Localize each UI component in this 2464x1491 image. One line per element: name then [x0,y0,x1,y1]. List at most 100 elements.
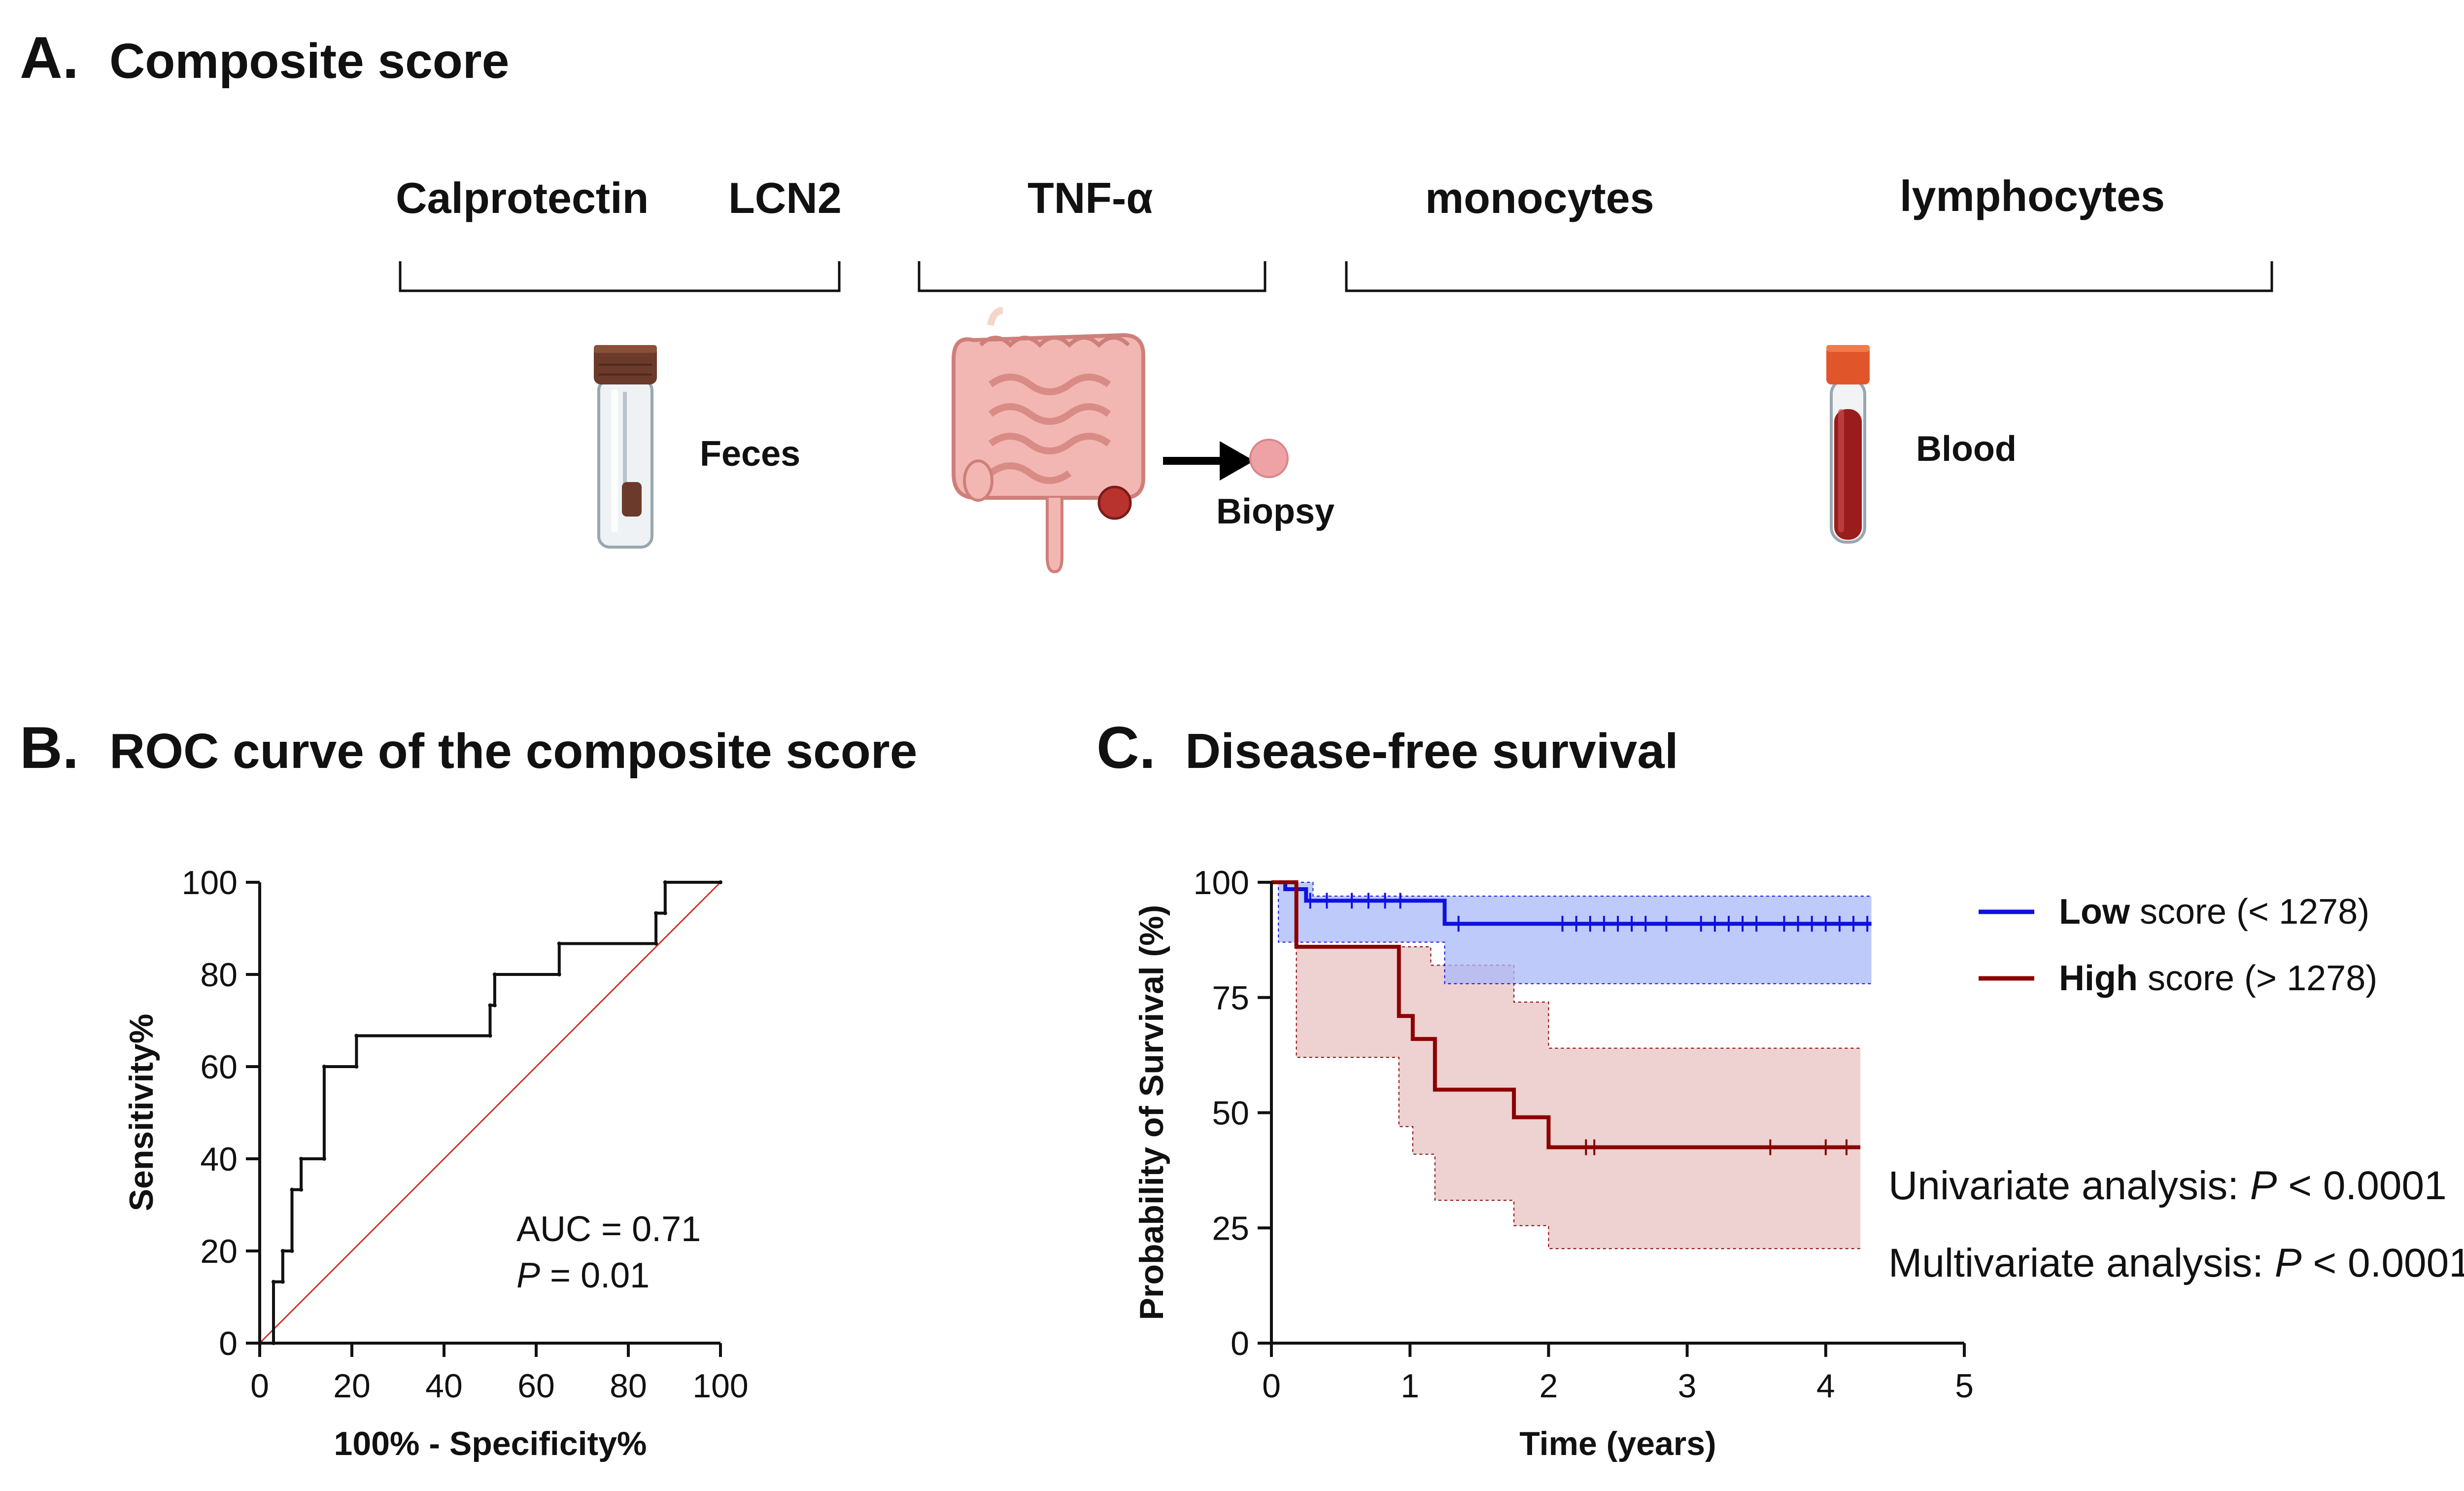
panel-a: A. Composite score Calprotectin LCN2 TNF… [20,25,2273,574]
panel-a-letter: A. [20,25,79,91]
multivariate-stat-value: < 0.0001 [2302,1241,2464,1285]
legend-low-bold: Low [2059,892,2130,932]
sample-feces-label: Feces [700,434,800,474]
roc-point [290,1249,294,1253]
marker-monocytes: monocytes [1425,173,1654,222]
roc-point [719,880,722,884]
stool-container-icon [594,345,657,549]
roc-point [272,1280,276,1284]
biopsy-tissue-icon [1249,439,1289,478]
km-x-tick-label: 3 [1678,1367,1697,1405]
km-y-axis-label: Probability of Survival (%) [1133,905,1170,1320]
roc-point [663,880,667,884]
km-y-tick-label: 75 [1212,979,1249,1017]
km-ci-band-high [1271,882,1861,1249]
roc-point [280,1249,285,1253]
panel-b: B. ROC curve of the composite score 0 20 4… [20,715,917,1462]
legend-high-rest: score (> 1278) [2138,959,2377,998]
panel-b-letter: B. [20,715,79,781]
sample-biopsy-label: Biopsy [1216,492,1335,531]
roc-x-tick-label: 80 [610,1367,647,1405]
roc-point [488,1034,492,1038]
roc-p-value: = 0.01 [540,1256,650,1295]
km-x-axis-label: Time (years) [1519,1425,1716,1462]
univariate-stat-p: P [2250,1163,2277,1208]
intestine-icon [952,307,1145,574]
roc-x-tick-label: 20 [333,1367,371,1405]
roc-point [557,972,561,976]
roc-point [354,1034,359,1038]
roc-auc-annotation: AUC = 0.71 [516,1210,701,1249]
roc-x-tick-label: 60 [517,1367,555,1405]
arrow-right-icon [1163,441,1254,481]
marker-tnf-alpha: TNF-α [1027,173,1153,222]
bracket-feces-markers [399,261,841,292]
roc-point [557,941,561,946]
roc-p-annotation: P = 0.01 [516,1256,650,1295]
roc-curve [260,881,720,1345]
roc-point [492,1003,497,1007]
roc-y-tick-label: 20 [200,1233,238,1270]
roc-point [280,1280,285,1284]
roc-point [492,972,497,976]
roc-point [322,1065,326,1069]
roc-plot: 0 20 40 60 80 100 0 20 40 60 80 100 100% - Specifi… [123,864,749,1462]
km-plot: 0 1 2 3 4 5 0 25 50 75 100 Time (years) Probabili… [1133,864,1974,1462]
km-y-tick-label: 50 [1212,1095,1249,1132]
km-x-tick-label: 0 [1262,1367,1281,1405]
roc-point [654,941,658,946]
roc-y-tick-label: 80 [200,956,238,994]
roc-y-tick-label: 0 [219,1325,238,1362]
panel-c-title: Disease-free survival [1185,724,1678,779]
km-x-tick-label: 5 [1955,1367,1974,1405]
panel-b-title: ROC curve of the composite score [109,724,917,779]
panel-c-letter: C. [1096,715,1156,781]
legend-low-label: Low score (< 1278) [2059,892,2369,932]
legend-high-bold: High [2059,959,2138,998]
roc-point [488,1003,492,1007]
km-curve-high [1271,880,1861,1149]
legend-high-label: High score (> 1278) [2059,959,2377,998]
roc-y-tick-label: 40 [200,1141,238,1178]
sample-blood-label: Blood [1916,429,2017,469]
univariate-stat-value: < 0.0001 [2277,1163,2446,1208]
roc-point [654,911,658,915]
km-x-tick-label: 2 [1539,1367,1558,1405]
km-y-tick-label: 0 [1231,1325,1249,1362]
km-x-tick-label: 4 [1816,1367,1835,1405]
roc-y-axis-label: Sensitivity% [123,1014,160,1212]
km-y-tick-label: 100 [1194,864,1249,902]
roc-x-axis-label: 100% - Specificity% [334,1425,647,1462]
multivariate-stat-label: Multivariate analysis: [1888,1241,2275,1285]
roc-p-italic: P [516,1256,540,1295]
roc-point [299,1157,304,1161]
roc-reference-line [259,881,721,1344]
roc-x-tick-label: 0 [250,1367,269,1405]
roc-point [322,1157,326,1161]
roc-point [290,1187,294,1192]
legend-low-rest: score (< 1278) [2130,892,2369,932]
km-legend: Low score (< 1278) High score (> 1278) [1979,892,2377,998]
km-ci-band-low [1271,882,1872,984]
km-ci-upper-low [1271,882,1872,897]
km-x-tick-label: 1 [1401,1367,1419,1405]
univariate-stat-label: Univariate analysis: [1888,1163,2250,1208]
bracket-blood-markers [1345,261,2273,292]
marker-lcn2: LCN2 [728,173,842,222]
marker-calprotectin: Calprotectin [396,173,649,222]
panel-c: C. Disease-free survival 0 1 2 3 4 5 0 25 50 75 1… [1096,715,2464,1462]
blood-tube-icon [1826,345,1870,544]
roc-y-tick-label: 100 [182,864,238,902]
roc-x-tick-label: 100 [692,1367,748,1405]
multivariate-stat: Multivariate analysis: P < 0.0001 [1888,1241,2464,1285]
marker-lymphocytes: lymphocytes [1900,172,2165,220]
univariate-stat: Univariate analysis: P < 0.0001 [1888,1163,2447,1208]
roc-point [354,1065,359,1069]
bracket-biopsy-markers [918,261,1266,292]
multivariate-stat-p: P [2275,1241,2302,1285]
roc-point [299,1187,304,1192]
km-y-tick-label: 25 [1212,1210,1249,1247]
panel-a-title: Composite score [109,34,509,89]
roc-point [663,911,667,915]
